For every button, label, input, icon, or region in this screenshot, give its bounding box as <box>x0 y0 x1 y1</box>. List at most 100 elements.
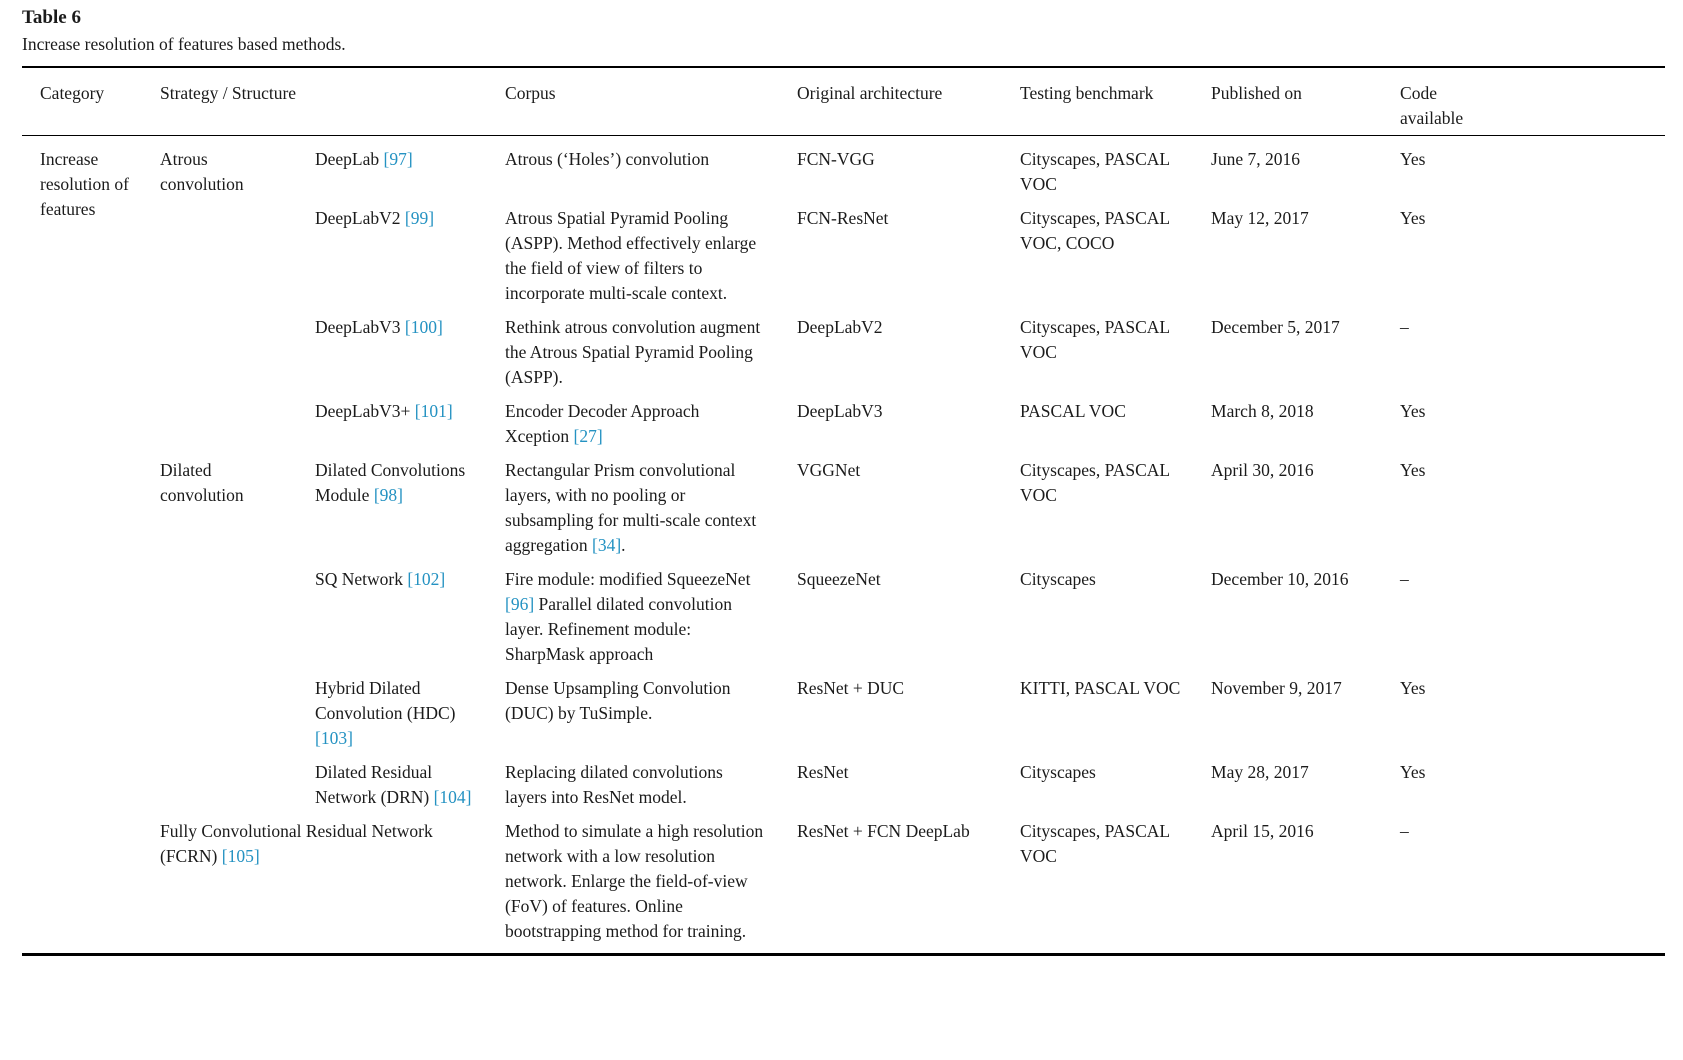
cell-text: DeepLabV3 <box>315 317 405 337</box>
corpus-cell: Encoder Decoder Approach Xception [27] <box>487 399 779 458</box>
cell-text: . <box>621 535 626 555</box>
corpus-cell: Method to simulate a high resolution net… <box>487 819 779 955</box>
structure-cell: DeepLab [97] <box>297 136 487 207</box>
table-row: Hybrid Dilated Convolution (HDC) [103] D… <box>22 676 1665 760</box>
corpus-cell: Atrous (‘Holes’) convolution <box>487 136 779 207</box>
cell-text: Replacing dilated convolutions layers in… <box>505 762 723 807</box>
code-available-cell: – <box>1400 317 1409 337</box>
method-name-cell: Fully Convolutional Residual Network (FC… <box>142 819 487 955</box>
structure-cell: Dilated Residual Network (DRN) [104] <box>297 760 487 819</box>
published-cell: April 30, 2016 <box>1211 460 1314 480</box>
table-row: Dilated Residual Network (DRN) [104] Rep… <box>22 760 1665 819</box>
col-header-testing-benchmark: Testing benchmark <box>1002 67 1194 136</box>
table-caption: Increase resolution of features based me… <box>22 34 346 54</box>
col-header-code-available-label: Code available <box>1400 83 1464 128</box>
architecture-cell: DeepLabV2 <box>797 317 883 337</box>
published-cell: March 8, 2018 <box>1211 401 1314 421</box>
citation-link[interactable]: [96] <box>505 594 535 614</box>
citation-link[interactable]: [27] <box>573 426 603 446</box>
citation-link[interactable]: [101] <box>414 401 453 421</box>
code-available-cell: Yes <box>1400 149 1426 169</box>
cell-text: DeepLabV3+ <box>315 401 415 421</box>
citation-link[interactable]: [103] <box>315 728 353 748</box>
benchmark-cell: Cityscapes, PASCAL VOC <box>1020 317 1170 362</box>
cell-text: Rectangular Prism convolutional layers, … <box>505 460 757 555</box>
benchmark-cell: Cityscapes, PASCAL VOC, COCO <box>1020 208 1170 253</box>
code-available-cell: Yes <box>1400 762 1426 782</box>
published-cell: June 7, 2016 <box>1211 149 1300 169</box>
code-available-cell: Yes <box>1400 208 1426 228</box>
code-available-cell: – <box>1400 821 1409 841</box>
table-row: Fully Convolutional Residual Network (FC… <box>22 819 1665 955</box>
structure-cell: Hybrid Dilated Convolution (HDC) [103] <box>297 676 487 760</box>
methods-table: Category Strategy / Structure Corpus Ori… <box>22 66 1666 956</box>
benchmark-cell: KITTI, PASCAL VOC <box>1020 678 1181 698</box>
architecture-cell: VGGNet <box>797 460 861 480</box>
cell-text: Dense Upsampling Convolution (DUC) by Tu… <box>505 678 731 723</box>
citation-link[interactable]: [34] <box>592 535 622 555</box>
citation-link[interactable]: [99] <box>404 208 435 228</box>
published-cell: November 9, 2017 <box>1211 678 1342 698</box>
citation-link[interactable]: [104] <box>433 787 472 807</box>
corpus-cell: Rethink atrous convolution augment the A… <box>487 315 779 399</box>
benchmark-cell: Cityscapes <box>1020 762 1096 782</box>
code-available-cell: – <box>1400 569 1409 589</box>
benchmark-cell: Cityscapes, PASCAL VOC <box>1020 821 1170 866</box>
code-available-cell: Yes <box>1400 401 1426 421</box>
strategy-cell: Atrous convolution <box>160 149 244 194</box>
table-row: Increase resolution of features Atrous c… <box>22 136 1665 219</box>
code-available-cell: Yes <box>1400 678 1426 698</box>
cell-text: Rethink atrous convolution augment the A… <box>505 317 761 387</box>
citation-link[interactable]: [100] <box>404 317 443 337</box>
cell-text: Fully Convolutional Residual Network (FC… <box>160 821 433 866</box>
architecture-cell: ResNet <box>797 762 849 782</box>
structure-cell: Dilated Convolutions Module [98] <box>297 458 487 567</box>
cell-text: Fire module: modified SqueezeNet <box>505 569 751 589</box>
architecture-cell: SqueezeNet <box>797 569 881 589</box>
published-cell: April 15, 2016 <box>1211 821 1314 841</box>
header-row: Category Strategy / Structure Corpus Ori… <box>22 67 1666 136</box>
benchmark-cell: Cityscapes, PASCAL VOC <box>1020 149 1170 194</box>
cell-text: Dilated Residual Network (DRN) <box>315 762 434 807</box>
citation-link[interactable]: [98] <box>373 485 403 505</box>
category-cell: Increase resolution of features <box>40 149 129 219</box>
corpus-cell: Atrous Spatial Pyramid Pooling (ASPP). M… <box>487 206 779 315</box>
structure-cell: DeepLabV2 [99] <box>297 206 487 315</box>
structure-cell: SQ Network [102] <box>297 567 487 676</box>
table-row: DeepLabV3+ [101] Encoder Decoder Approac… <box>22 399 1665 458</box>
structure-cell: DeepLabV3 [100] <box>297 315 487 399</box>
structure-cell: DeepLabV3+ [101] <box>297 399 487 458</box>
published-cell: December 5, 2017 <box>1211 317 1340 337</box>
col-header-published-on: Published on <box>1193 67 1383 136</box>
citation-link[interactable]: [97] <box>383 149 413 169</box>
table-row: DeepLabV2 [99] Atrous Spatial Pyramid Po… <box>22 206 1665 315</box>
table-row: DeepLabV3 [100] Rethink atrous convoluti… <box>22 315 1665 399</box>
cell-text: Method to simulate a high resolution net… <box>505 821 764 941</box>
cell-text: Hybrid Dilated Convolution (HDC) <box>315 678 456 723</box>
corpus-cell: Replacing dilated convolutions layers in… <box>487 760 779 819</box>
architecture-cell: ResNet + FCN DeepLab <box>797 821 970 841</box>
benchmark-cell: Cityscapes <box>1020 569 1096 589</box>
cell-text: Atrous Spatial Pyramid Pooling (ASPP). M… <box>505 208 757 303</box>
table-title: Table 6 <box>22 7 81 28</box>
cell-text: Parallel dilated convolution layer. Refi… <box>505 594 732 664</box>
published-cell: December 10, 2016 <box>1211 569 1349 589</box>
benchmark-cell: Cityscapes, PASCAL VOC <box>1020 460 1170 505</box>
citation-link[interactable]: [102] <box>407 569 446 589</box>
code-available-cell: Yes <box>1400 460 1426 480</box>
architecture-cell: FCN-VGG <box>797 149 875 169</box>
corpus-cell: Dense Upsampling Convolution (DUC) by Tu… <box>487 676 779 760</box>
cell-text: DeepLab <box>315 149 384 169</box>
corpus-cell: Rectangular Prism convolutional layers, … <box>487 458 779 567</box>
table-row: Dilated convolution Dilated Convolutions… <box>22 458 1665 567</box>
table-row: SQ Network [102] Fire module: modified S… <box>22 567 1665 676</box>
benchmark-cell: PASCAL VOC <box>1020 401 1126 421</box>
architecture-cell: FCN-ResNet <box>797 208 889 228</box>
corpus-cell: Fire module: modified SqueezeNet [96] Pa… <box>487 567 779 676</box>
strategy-cell: Dilated convolution <box>160 460 244 505</box>
paper-page: Table 6 Increase resolution of features … <box>22 7 1666 956</box>
cell-text: SQ Network <box>315 569 408 589</box>
citation-link[interactable]: [105] <box>221 846 260 866</box>
published-cell: May 28, 2017 <box>1211 762 1309 782</box>
col-header-category: Category <box>22 67 142 136</box>
